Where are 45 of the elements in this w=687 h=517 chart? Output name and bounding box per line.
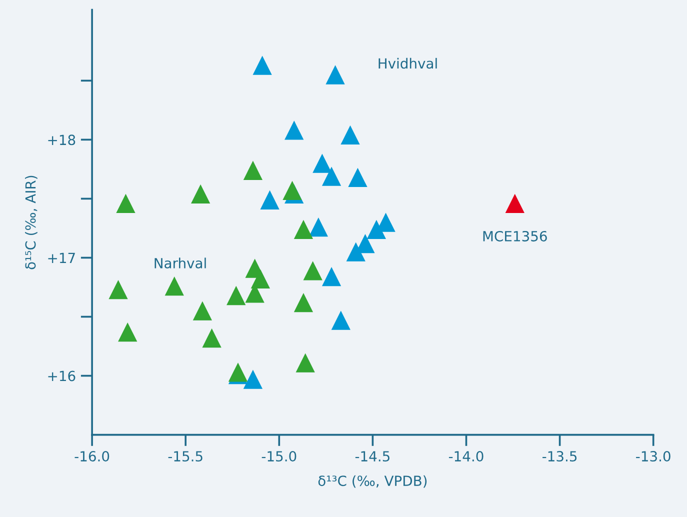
point — [303, 261, 322, 280]
point — [366, 220, 386, 239]
point — [252, 56, 272, 75]
point — [226, 286, 246, 306]
point — [116, 194, 136, 213]
point — [308, 217, 328, 237]
series-label: MCE1356 — [483, 230, 547, 242]
point — [250, 269, 270, 289]
y-tick-label: +18 — [48, 134, 76, 146]
x-axis-title: δ¹³C (‰, VPDB) — [318, 475, 427, 488]
point — [322, 267, 342, 286]
point — [340, 125, 360, 145]
x-tick-label: -15.0 — [262, 451, 296, 462]
point — [294, 220, 314, 239]
text: Hvidhval — [378, 58, 437, 69]
point — [296, 353, 315, 372]
point — [346, 242, 366, 262]
point — [312, 154, 332, 173]
point — [326, 65, 345, 84]
point — [191, 184, 210, 204]
point — [294, 293, 314, 312]
x-tick-label: -14.5 — [355, 451, 390, 462]
point — [164, 276, 184, 296]
x-tick-label: -15.5 — [168, 451, 202, 462]
x-tick-label: -14.0 — [448, 451, 484, 462]
point — [243, 370, 263, 389]
point — [505, 194, 524, 213]
x-tick-label: -13.0 — [636, 451, 670, 462]
series-label: Narhval — [154, 258, 206, 268]
x-tick-label: -16.0 — [74, 451, 110, 462]
y-tick-label: +17 — [48, 252, 75, 263]
y-tick-label: +16 — [48, 370, 76, 382]
point — [118, 322, 138, 342]
x-tick-label: -13.5 — [542, 451, 577, 462]
y-axis-title: δ¹⁵C (‰, AIR) — [25, 176, 38, 270]
point — [348, 168, 368, 188]
point — [192, 301, 212, 320]
point — [282, 180, 302, 200]
point — [108, 280, 128, 300]
point — [322, 166, 342, 186]
point — [202, 328, 222, 348]
point — [331, 310, 350, 330]
point — [243, 160, 263, 180]
point — [284, 120, 304, 140]
point — [260, 190, 280, 210]
